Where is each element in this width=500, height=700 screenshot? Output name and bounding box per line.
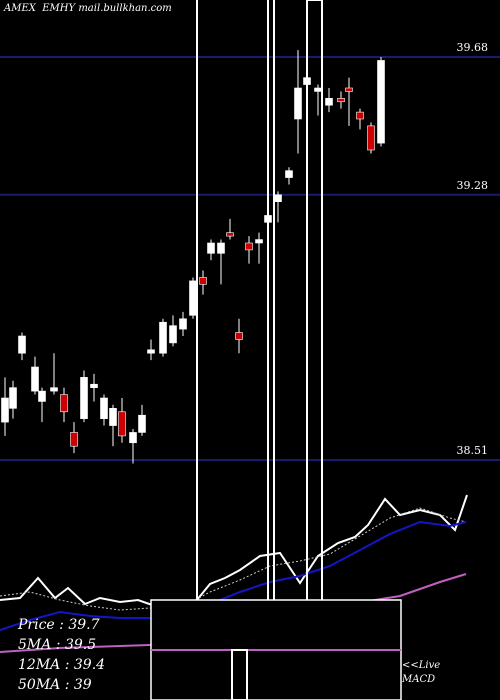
- candle-body-up: [325, 98, 333, 106]
- candle-body-up: [129, 432, 137, 444]
- symbol-label: EMHY: [42, 3, 76, 14]
- price-line: [0, 494, 468, 611]
- candle-body-up: [255, 239, 263, 244]
- ma12-stat: 12MA : 39.4: [18, 657, 106, 673]
- candle-body-up: [314, 87, 322, 92]
- moving-average-lines: [0, 494, 468, 653]
- ma5-stat: 5MA : 39.5: [18, 637, 97, 653]
- ma50-stat: 50MA : 39: [18, 677, 92, 693]
- price-axis-labels: 39.68 39.28 38.51: [457, 41, 489, 457]
- site-label: mail.bullkhan.com: [78, 3, 172, 14]
- candle-body-up: [294, 87, 302, 120]
- candle-body-up: [285, 170, 293, 178]
- live-label[interactable]: <<Live: [402, 660, 441, 671]
- candle-body-down: [118, 411, 126, 437]
- candle-body-up: [109, 408, 117, 426]
- candle-body-down: [345, 87, 353, 92]
- ma5-dotted-line: [0, 507, 467, 611]
- candle-body-up: [207, 242, 215, 254]
- candle-body-up: [31, 366, 39, 392]
- candle-body-down: [367, 125, 375, 151]
- candle-body-down: [245, 242, 253, 251]
- candlestick-series: [1, 50, 385, 464]
- candle-body-up: [377, 60, 385, 144]
- candle-body-up: [1, 397, 9, 423]
- candle-body-up: [169, 325, 177, 344]
- candle-body-up: [189, 280, 197, 316]
- candle-body-down: [337, 98, 345, 103]
- vertical-overlay-lines: [150, 0, 402, 700]
- candle-body-up: [18, 335, 26, 354]
- price-level-label: 39.68: [457, 41, 489, 54]
- candle-body-down: [60, 394, 68, 413]
- candle-body-up: [80, 377, 88, 419]
- candle-body-up: [90, 383, 98, 388]
- candle-body-up: [179, 318, 187, 330]
- exchange-label: AMEX: [4, 3, 36, 14]
- candle-body-down: [235, 332, 243, 340]
- price-level-label: 38.51: [457, 444, 489, 457]
- price-stat: Price : 39.7: [18, 617, 100, 633]
- price-level-label: 39.28: [457, 179, 489, 192]
- macd-label: MACD: [402, 674, 436, 685]
- candle-body-up: [159, 321, 167, 354]
- candle-body-down: [70, 432, 78, 447]
- candle-body-up: [147, 349, 155, 354]
- candle-body-up: [100, 397, 108, 419]
- chart-header: AMEX EMHY mail.bullkhan.com: [4, 3, 172, 14]
- candle-body-down: [199, 277, 207, 285]
- overlay-bar: [306, 0, 323, 649]
- ma12-line: [0, 520, 467, 631]
- candle-body-up: [138, 414, 146, 433]
- candle-body-down: [226, 232, 234, 237]
- candle-body-up: [9, 387, 17, 409]
- candle-body-up: [50, 387, 58, 392]
- candle-body-up: [274, 194, 282, 202]
- candle-body-up: [217, 242, 225, 254]
- price-gridlines: [0, 56, 500, 461]
- candle-body-up: [38, 390, 46, 402]
- candle-body-down: [356, 111, 364, 120]
- macd-bar: [231, 649, 248, 700]
